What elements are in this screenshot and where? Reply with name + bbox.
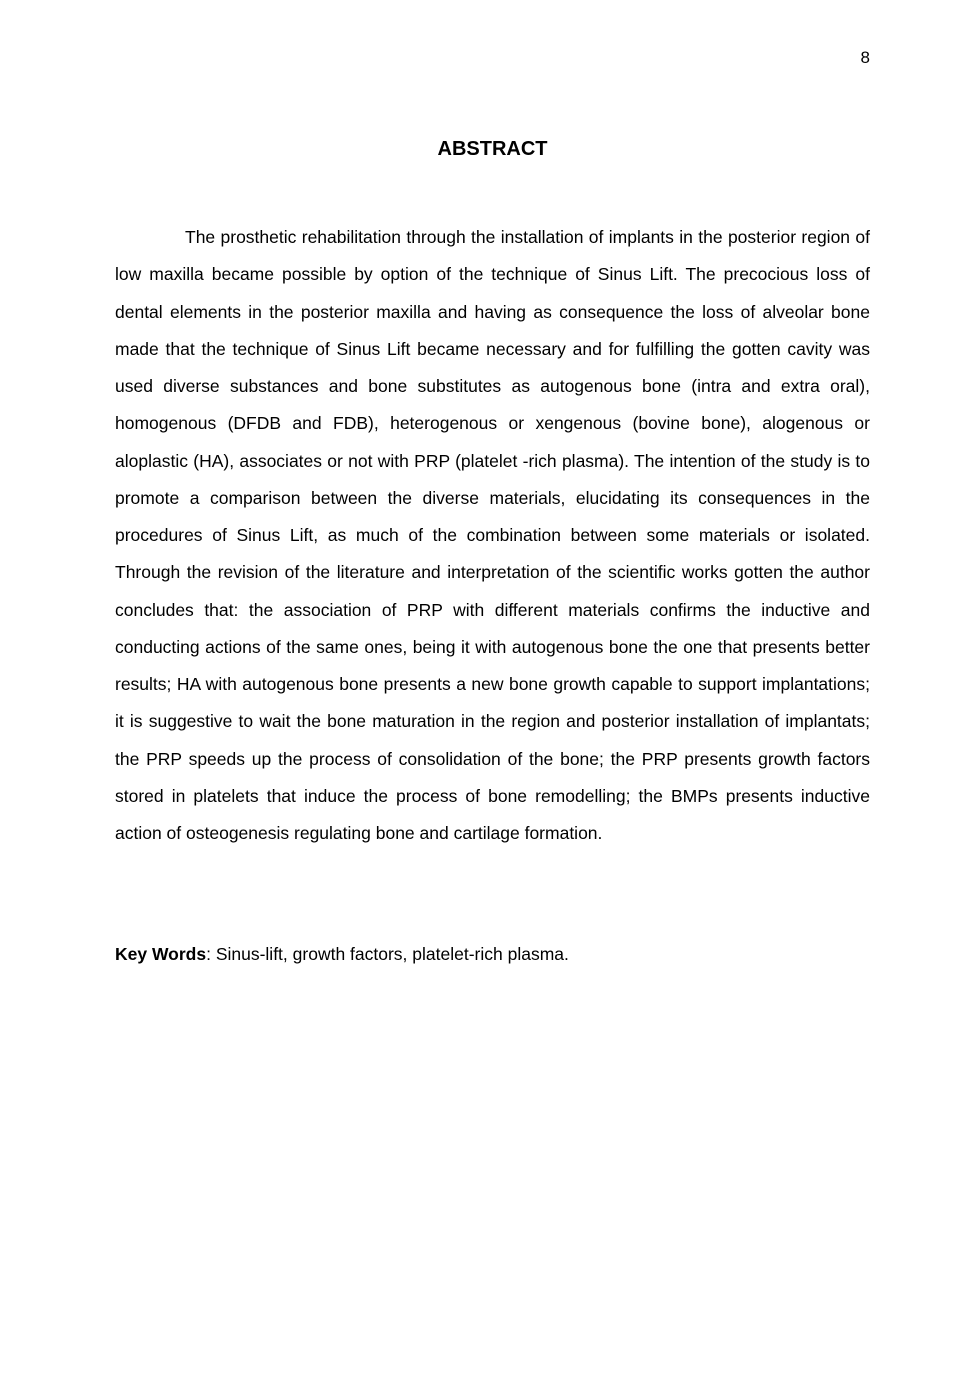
keywords-line: Key Words: Sinus-lift, growth factors, p… <box>115 941 870 967</box>
page: 8 ABSTRACT The prosthetic rehabilitation… <box>0 0 960 1385</box>
abstract-heading: ABSTRACT <box>115 138 870 161</box>
abstract-body: The prosthetic rehabilitation through th… <box>115 219 870 853</box>
keywords-value: : Sinus-lift, growth factors, platelet-r… <box>206 944 569 964</box>
abstract-text: The prosthetic rehabilitation through th… <box>115 219 870 853</box>
page-number: 8 <box>861 48 870 68</box>
keywords-label: Key Words <box>115 944 206 964</box>
